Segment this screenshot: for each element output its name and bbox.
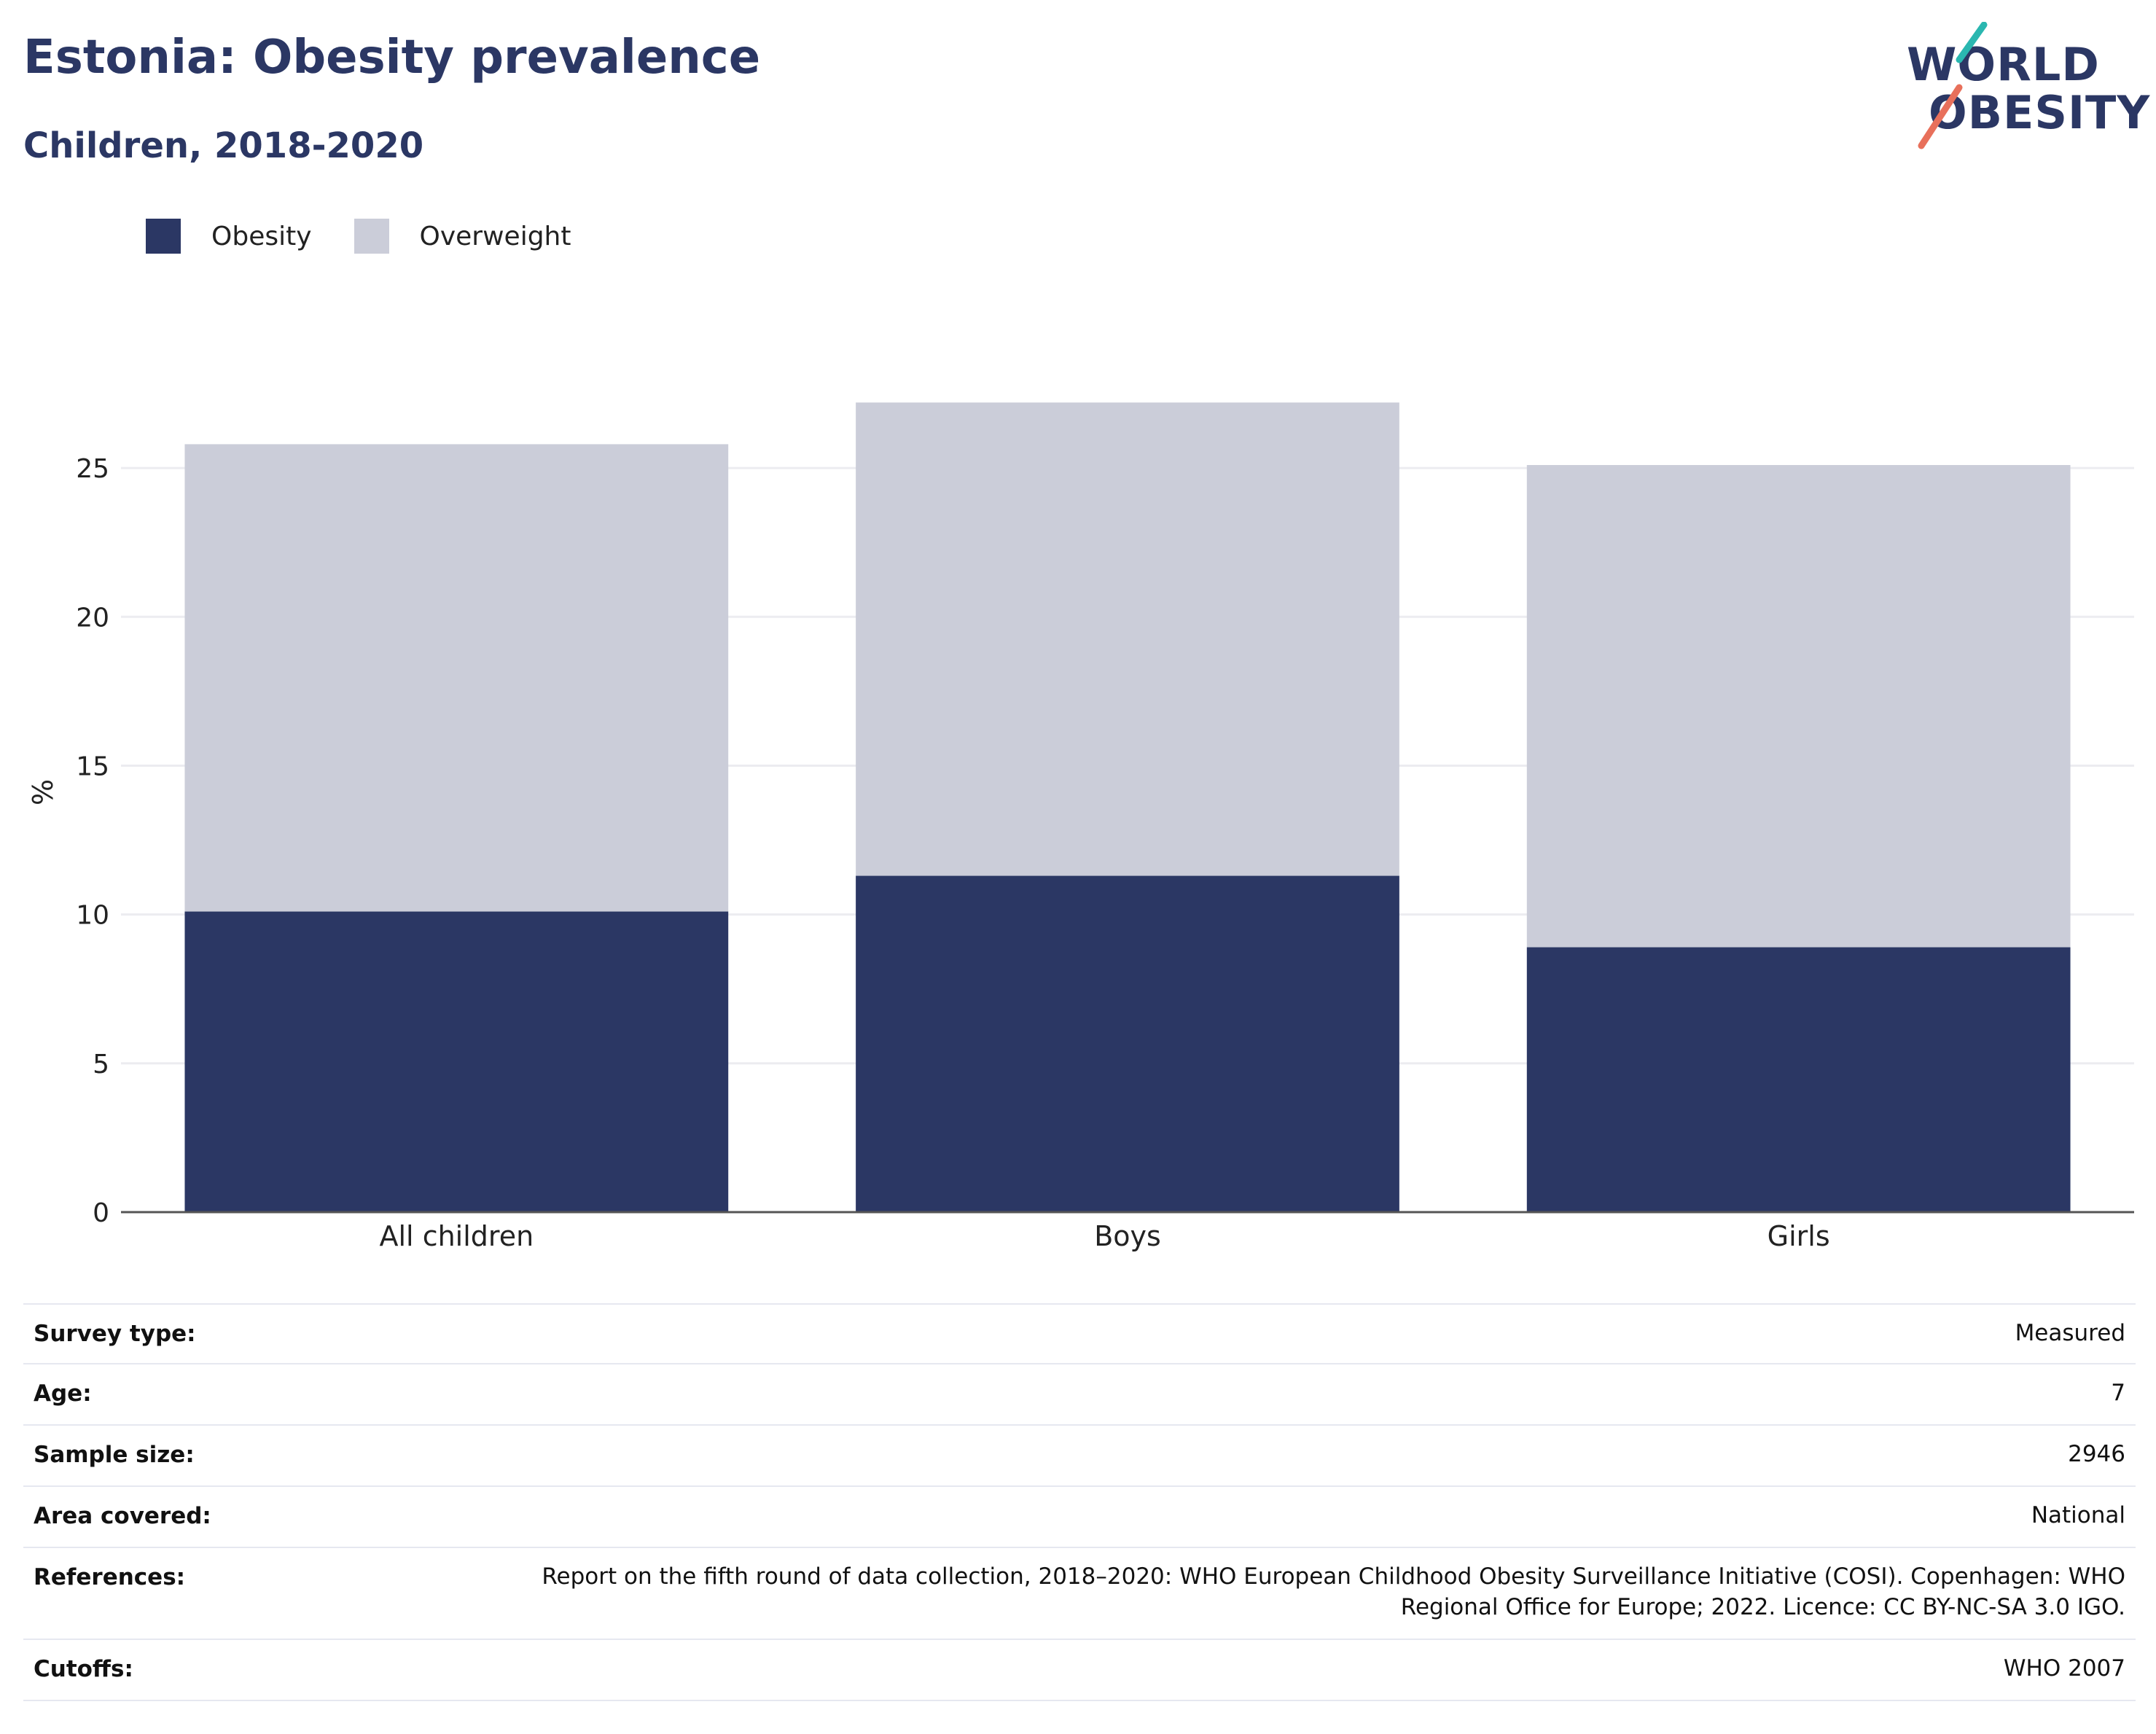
y-tick-label: 20 (76, 603, 109, 633)
legend-item-overweight[interactable]: Overweight (354, 219, 571, 254)
bar-obesity-all-children (184, 911, 729, 1212)
meta-row: References: Report on the fifth round of… (23, 1547, 2136, 1639)
chart-legend: Obesity Overweight (146, 217, 613, 255)
y-tick-label: 5 (93, 1050, 109, 1079)
page-subtitle: Children, 2018-2020 (23, 125, 424, 166)
y-tick-label: 0 (93, 1198, 109, 1228)
bar-obesity-boys (856, 875, 1399, 1212)
meta-value: 7 (2111, 1380, 2125, 1406)
bar-chart: 0 5 10 15 20 25% All children Boys Girls (27, 402, 2134, 1252)
meta-row: Area covered: National (23, 1485, 2136, 1547)
meta-value: 2946 (2068, 1441, 2125, 1467)
bar-overweight-girls (1526, 465, 2071, 948)
meta-key: Age: (34, 1380, 92, 1407)
meta-row: Cutoffs: WHO 2007 (23, 1639, 2136, 1701)
meta-row: Survey type: Measured (23, 1303, 2136, 1363)
bar-obesity-girls (1526, 947, 2071, 1212)
legend-label: Overweight (419, 221, 571, 251)
x-tick-label: Girls (1768, 1220, 1830, 1252)
y-tick-label: 10 (76, 901, 109, 931)
meta-key: Survey type: (34, 1321, 196, 1347)
metadata-table: Survey type: Measured Age: 7 Sample size… (23, 1303, 2136, 1701)
logo-line2: OBESITY (1929, 86, 2151, 139)
x-tick-label: All children (380, 1220, 534, 1252)
meta-value: Report on the fifth round of data collec… (542, 1563, 2125, 1620)
page-title: Estonia: Obesity prevalence (23, 31, 761, 85)
meta-key: Area covered: (34, 1503, 211, 1529)
meta-row: Sample size: 2946 (23, 1424, 2136, 1485)
y-axis-title: % (27, 779, 59, 805)
meta-value: Measured (2015, 1320, 2125, 1346)
legend-swatch-obesity (146, 219, 181, 254)
legend-label: Obesity (211, 221, 312, 251)
world-obesity-logo: WORLD OBESITY (1907, 22, 2149, 153)
legend-item-obesity[interactable]: Obesity (146, 219, 312, 254)
meta-value: WHO 2007 (2003, 1655, 2125, 1682)
y-tick-label: 25 (76, 454, 109, 484)
bar-overweight-boys (856, 402, 1399, 876)
bar-overweight-all-children (184, 444, 729, 912)
meta-value: National (2031, 1502, 2125, 1528)
x-tick-label: Boys (1094, 1220, 1161, 1252)
logo-slash-icon (1918, 22, 1988, 149)
meta-row: Age: 7 (23, 1363, 2136, 1424)
y-tick-label: 15 (76, 751, 109, 781)
meta-key: References: (34, 1564, 186, 1590)
logo-line1: WORLD (1907, 38, 2100, 91)
meta-key: Sample size: (34, 1442, 195, 1468)
meta-key: Cutoffs: (34, 1656, 133, 1682)
legend-swatch-overweight (354, 219, 389, 254)
